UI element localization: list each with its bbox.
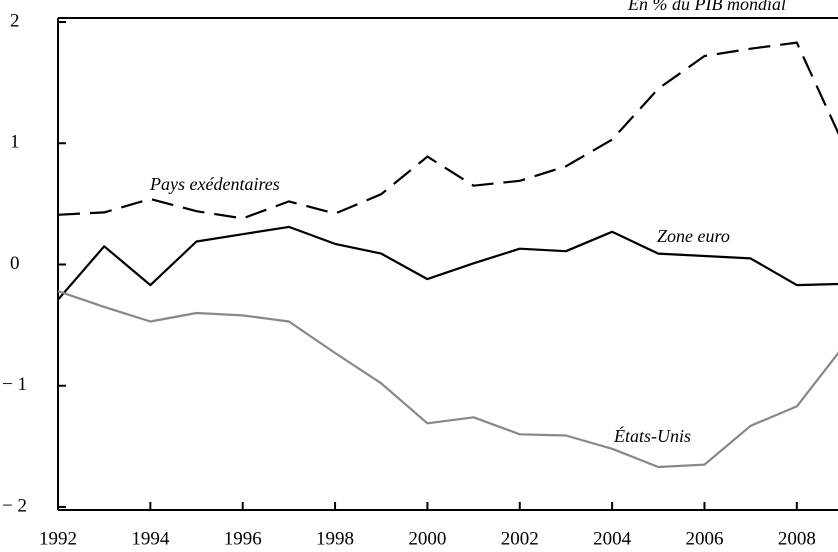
y-tick-label: 1 [10,132,20,153]
x-tick-label: 1998 [316,528,354,549]
x-tick-label: 2000 [408,528,446,549]
y-tick-label: − 2 [2,495,27,516]
series-label: Zone euro [657,226,730,246]
series-line [57,41,838,220]
y-tick-label: 2 [10,10,20,31]
x-tick-label: 1992 [39,528,77,549]
x-tick-label: 2008 [778,528,816,549]
series-label: États-Unis [613,425,691,446]
x-tick-label: 2006 [685,528,723,549]
x-tick-label: 2004 [593,528,632,549]
y-tick-label: 0 [10,253,20,274]
x-tick-label: 2002 [501,528,539,549]
series-line [57,225,838,301]
x-tick-label: 1994 [131,528,170,549]
x-tick-label: 1996 [224,528,262,549]
chart-subtitle: En % du PIB mondial [627,0,786,14]
y-tick-label: − 1 [2,374,27,395]
series-line [57,290,838,469]
series-label: Pays exédentaires [149,174,280,194]
